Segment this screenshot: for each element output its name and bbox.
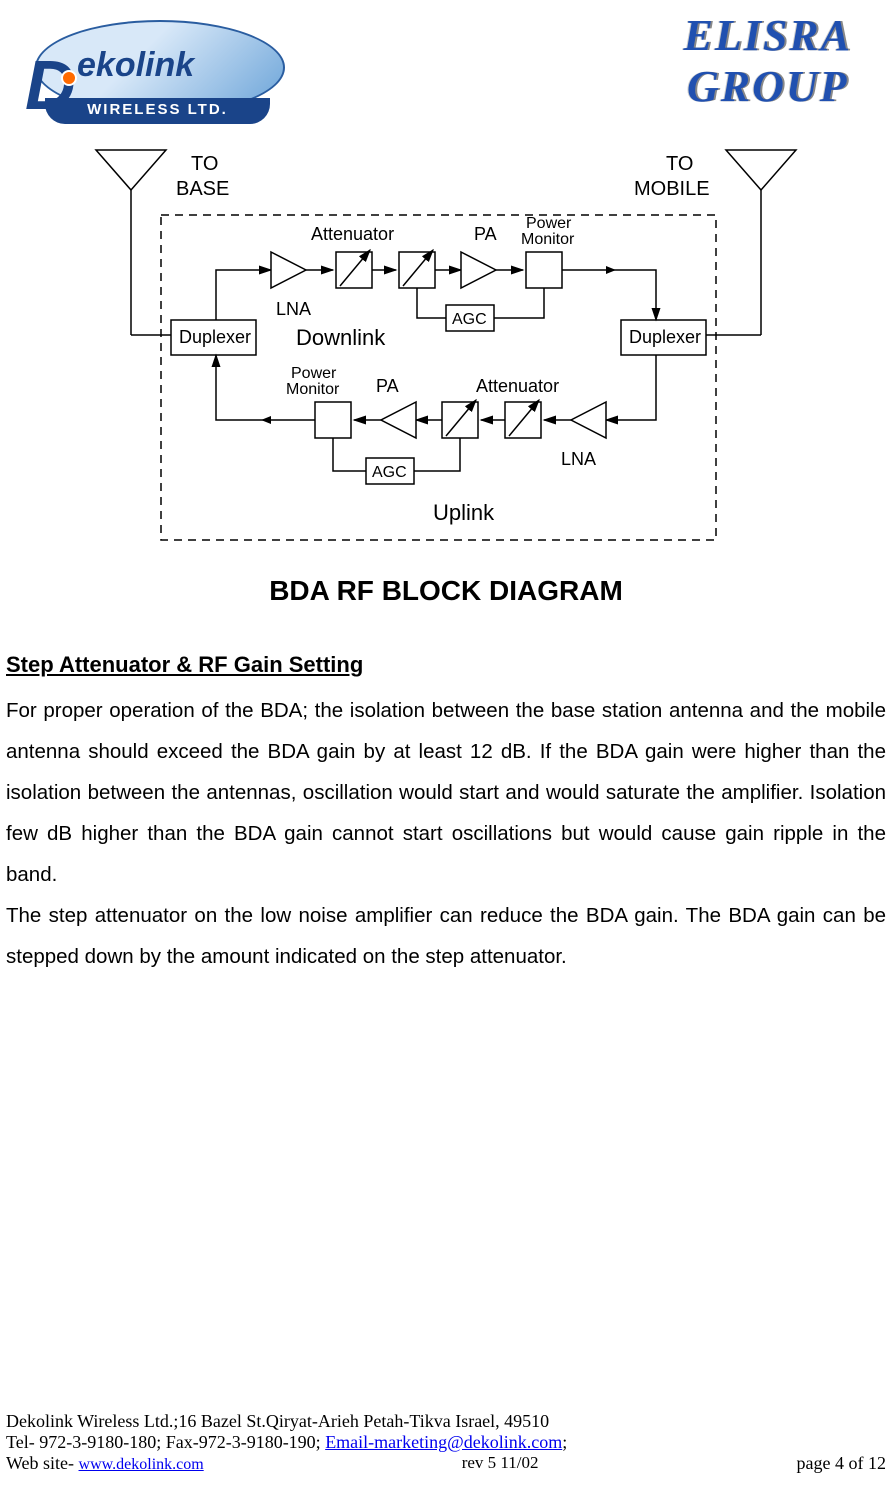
downlink-label: Downlink	[296, 325, 386, 350]
ul-agc-in	[333, 438, 366, 471]
dl-pm-l2: Monitor	[521, 231, 575, 248]
elisra-logo: ELISRA GROUP	[683, 10, 852, 112]
ul-pm-l1: Power	[291, 365, 337, 382]
dl-midarrow	[606, 266, 616, 274]
dekolink-logo: D ekolink WIRELESS LTD.	[25, 20, 295, 125]
ul-agc-label: AGC	[372, 464, 407, 481]
paragraph-2: The step attenuator on the low noise amp…	[0, 895, 892, 977]
footer-semi: ;	[562, 1432, 567, 1452]
footer-line3: Web site- www.dekolink.com rev 5 11/02 p…	[6, 1453, 886, 1474]
dl-agc-out	[417, 288, 446, 318]
ul-lna-label: LNA	[561, 449, 596, 469]
dl-pm	[526, 252, 562, 288]
duplexer-left-label: Duplexer	[179, 327, 251, 347]
footer-line2: Tel- 972-3-9180-180; Fax-972-3-9180-190;…	[6, 1432, 886, 1453]
antenna-left: TO BASE	[96, 150, 229, 335]
antenna-right: TO MOBILE	[634, 150, 796, 335]
footer: Dekolink Wireless Ltd.;16 Bazel St.Qirya…	[6, 1411, 886, 1474]
footer-line1: Dekolink Wireless Ltd.;16 Bazel St.Qirya…	[6, 1411, 886, 1432]
dl-path-1	[216, 270, 271, 320]
dl-agc-in	[494, 288, 544, 318]
ul-att-label: Attenuator	[476, 376, 559, 396]
footer-page: page 4 of 12	[797, 1453, 886, 1474]
dl-agc-label: AGC	[452, 311, 487, 328]
dl-pa-label: PA	[474, 224, 497, 244]
elisra-line1: ELISRA	[683, 10, 852, 61]
ul-lna	[571, 402, 606, 438]
footer-rev: rev 5 11/02	[462, 1453, 539, 1474]
logo-text: ekolink	[77, 46, 194, 85]
to-mobile-l2: MOBILE	[634, 178, 710, 200]
to-base-l2: BASE	[176, 178, 229, 200]
diagram-title: BDA RF BLOCK DIAGRAM	[0, 575, 892, 607]
dl-att-label: Attenuator	[311, 224, 394, 244]
ul-pm-l2: Monitor	[286, 381, 340, 398]
logo-dot	[61, 70, 77, 86]
ul-path-1	[606, 355, 656, 420]
footer-telefax: Tel- 972-3-9180-180; Fax-972-3-9180-190;	[6, 1432, 325, 1452]
elisra-line2: GROUP	[683, 61, 852, 112]
dl-pa	[461, 252, 496, 288]
dl-path-6	[562, 270, 656, 320]
block-diagram: TO BASE TO MOBILE Duplexer Duplexer LNA	[76, 140, 816, 550]
duplexer-right-label: Duplexer	[629, 327, 701, 347]
to-base-l1: TO	[191, 153, 218, 175]
logo-subtext: WIRELESS LTD.	[45, 98, 270, 124]
footer-web-prefix: Web site-	[6, 1453, 79, 1473]
dl-lna-label: LNA	[276, 299, 311, 319]
ul-agc-out	[414, 438, 460, 471]
header: D ekolink WIRELESS LTD. ELISRA GROUP	[0, 0, 892, 140]
ul-pa	[381, 402, 416, 438]
ul-pa-label: PA	[376, 376, 399, 396]
dl-pm-l1: Power	[526, 215, 572, 232]
uplink-label: Uplink	[433, 500, 495, 525]
footer-website-link[interactable]: www.dekolink.com	[79, 1456, 204, 1473]
enclosure	[161, 215, 716, 540]
to-mobile-l1: TO	[666, 153, 693, 175]
dl-lna	[271, 252, 306, 288]
ul-pm	[315, 402, 351, 438]
footer-email-link[interactable]: Email-marketing@dekolink.com	[325, 1432, 562, 1452]
ul-midarrow	[261, 416, 271, 424]
paragraph-1: For proper operation of the BDA; the iso…	[0, 690, 892, 895]
section-heading: Step Attenuator & RF Gain Setting	[6, 652, 892, 678]
